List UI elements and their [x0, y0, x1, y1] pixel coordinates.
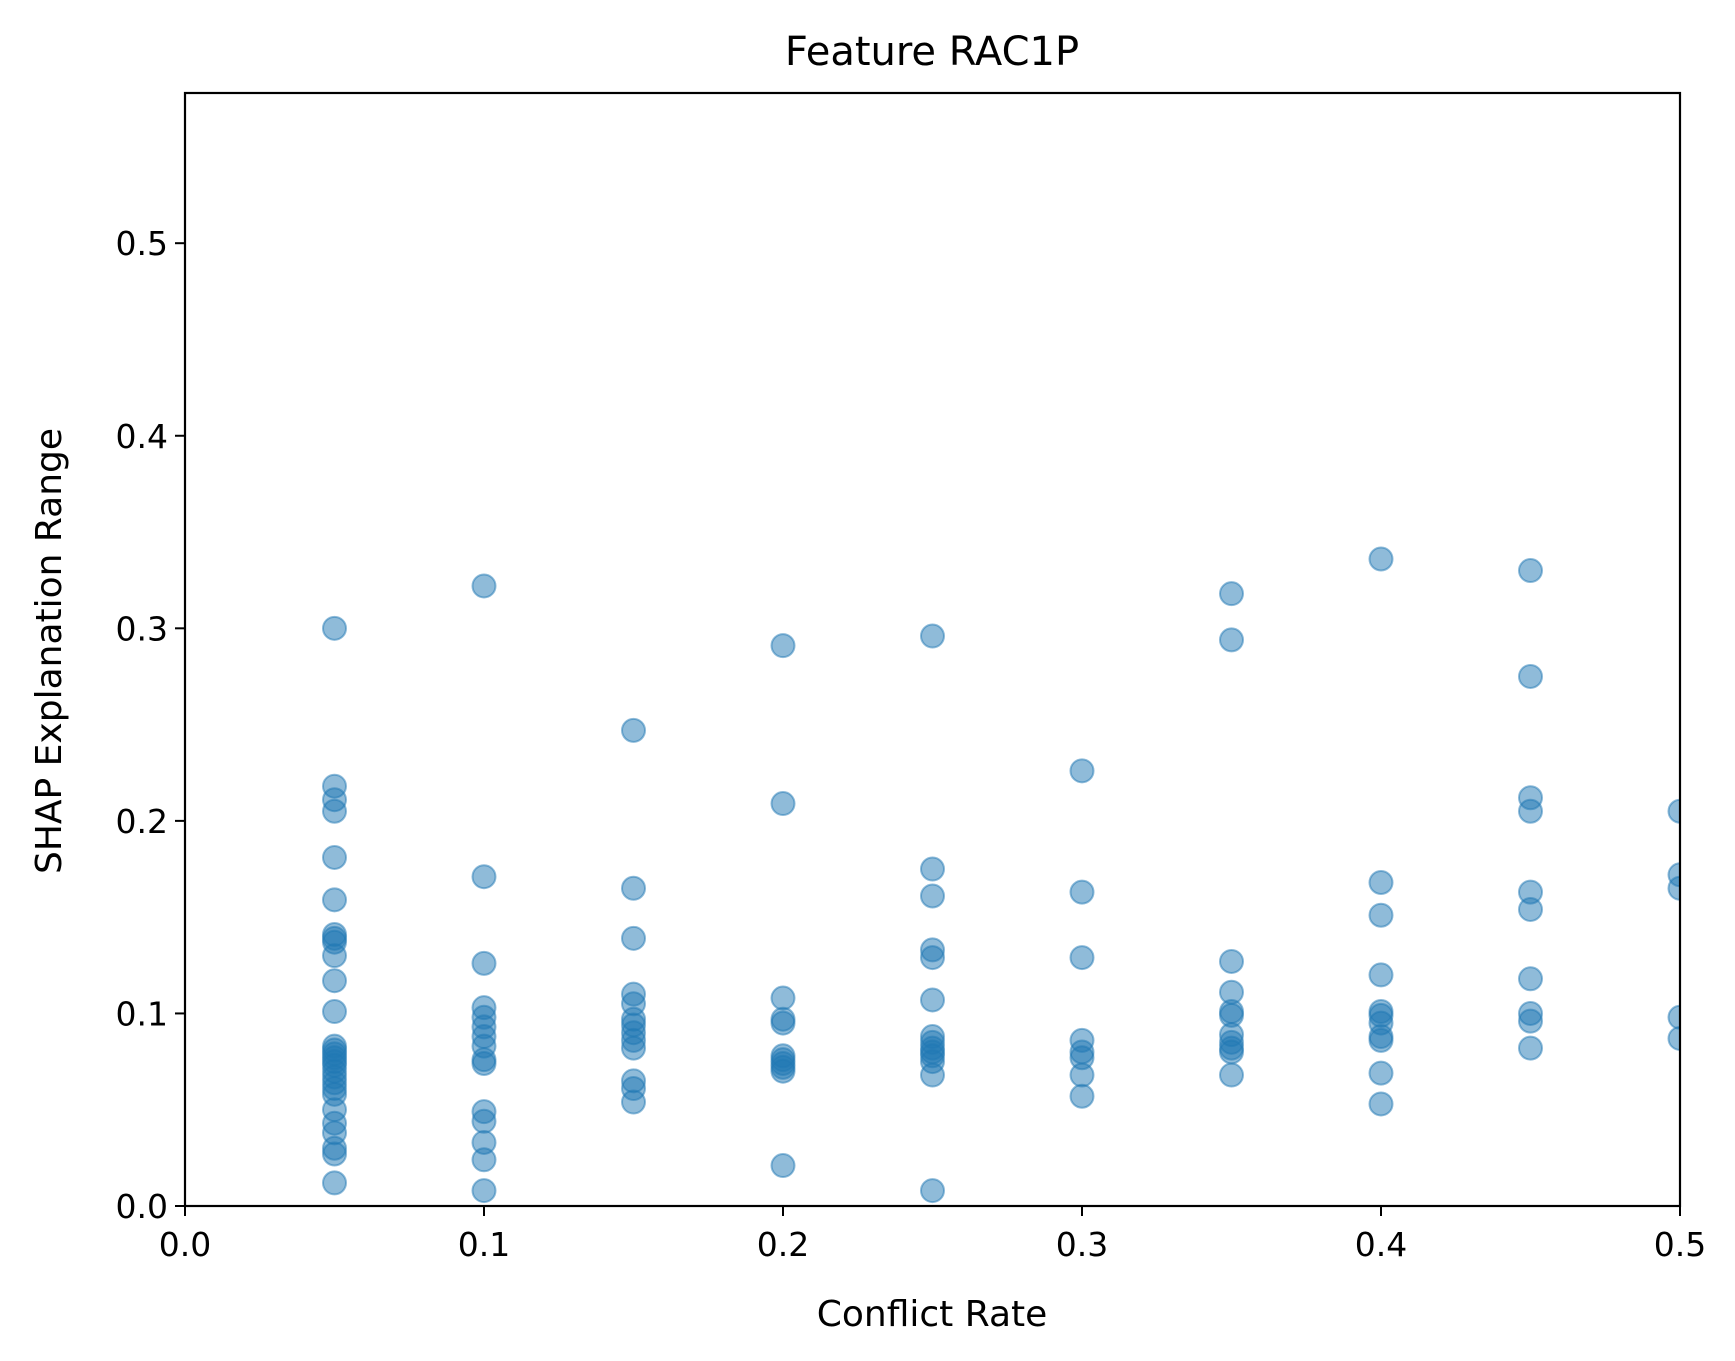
data-point: [1368, 869, 1394, 895]
data-point: [1518, 1035, 1543, 1061]
x-tick-label: 0.2: [757, 1225, 809, 1264]
data-point: [1219, 1062, 1244, 1088]
data-point: [1518, 558, 1543, 584]
data-point: [920, 1178, 945, 1204]
data-point: [1667, 1025, 1680, 1051]
chart-title: Feature RAC1P: [785, 29, 1079, 75]
data-point: [770, 1153, 796, 1179]
y-axis: 0.0 0.1 0.2 0.3 0.4 0.5: [116, 224, 185, 1226]
data-point: [1219, 627, 1244, 653]
data-point: [1518, 663, 1543, 689]
plot-area-frame: [183, 91, 1682, 1208]
data-point: [471, 1178, 497, 1204]
x-axis-title: Conflict Rate: [817, 1294, 1048, 1335]
y-tick-label: 0.0: [116, 1187, 168, 1226]
x-tick-label: 0.4: [1355, 1225, 1407, 1264]
data-point: [920, 623, 945, 649]
data-point: [1667, 875, 1680, 901]
data-point: [471, 950, 497, 976]
data-point: [1518, 798, 1543, 824]
data-point: [1368, 546, 1394, 572]
x-tick-label: 0.3: [1056, 1225, 1108, 1264]
data-point: [1219, 581, 1244, 607]
data-point: [322, 1141, 347, 1167]
data-point: [322, 1170, 347, 1196]
x-axis: 0.0 0.1 0.2 0.3 0.4 0.5: [159, 1206, 1706, 1264]
x-tick-label: 0.1: [458, 1225, 510, 1264]
data-point: [322, 615, 347, 641]
data-point: [770, 1010, 796, 1036]
data-point: [471, 1051, 497, 1077]
data-point: [1518, 1008, 1543, 1034]
data-point: [770, 633, 796, 659]
data-point: [770, 791, 796, 817]
data-point: [920, 856, 945, 882]
data-point: [1518, 966, 1543, 992]
data-point: [770, 1058, 796, 1084]
data-point: [1518, 896, 1543, 922]
data-point: [1667, 1004, 1680, 1030]
y-axis-title: SHAP Explanation Range: [29, 428, 70, 874]
data-point: [1368, 962, 1394, 988]
y-tick-label: 0.4: [116, 417, 168, 456]
data-point: [471, 573, 497, 599]
data-point: [1069, 945, 1095, 971]
data-point: [1069, 758, 1095, 784]
data-point: [1069, 1062, 1095, 1088]
data-point: [1219, 948, 1244, 974]
x-tick-label: 0.5: [1654, 1225, 1706, 1264]
x-tick-label: 0.0: [159, 1225, 211, 1264]
data-point: [322, 887, 347, 913]
data-point: [920, 1062, 945, 1088]
data-point: [471, 1108, 497, 1134]
data-point: [920, 945, 945, 971]
data-point: [1368, 1060, 1394, 1086]
y-tick-label: 0.1: [116, 994, 168, 1033]
data-point: [1368, 1091, 1394, 1117]
data-point: [621, 1089, 646, 1115]
data-point: [322, 999, 347, 1025]
y-tick-label: 0.3: [116, 609, 168, 648]
data-points: [322, 546, 1680, 1204]
data-point: [621, 1035, 646, 1061]
y-tick-label: 0.2: [116, 802, 168, 841]
data-point: [1368, 1027, 1394, 1053]
data-point: [621, 875, 646, 901]
data-point: [322, 798, 347, 824]
data-point: [1667, 798, 1680, 824]
data-point: [1368, 902, 1394, 928]
data-point: [471, 1147, 497, 1173]
data-point: [1219, 1039, 1244, 1065]
data-point: [770, 985, 796, 1011]
data-point: [920, 987, 945, 1013]
data-point: [1069, 1083, 1095, 1109]
data-point: [322, 844, 347, 870]
y-tick-label: 0.5: [116, 224, 168, 263]
data-point: [920, 883, 945, 909]
data-point: [1069, 879, 1095, 905]
data-point: [322, 968, 347, 994]
data-point: [471, 864, 497, 890]
data-point: [621, 717, 646, 743]
data-point: [621, 925, 646, 951]
data-point: [322, 943, 347, 969]
